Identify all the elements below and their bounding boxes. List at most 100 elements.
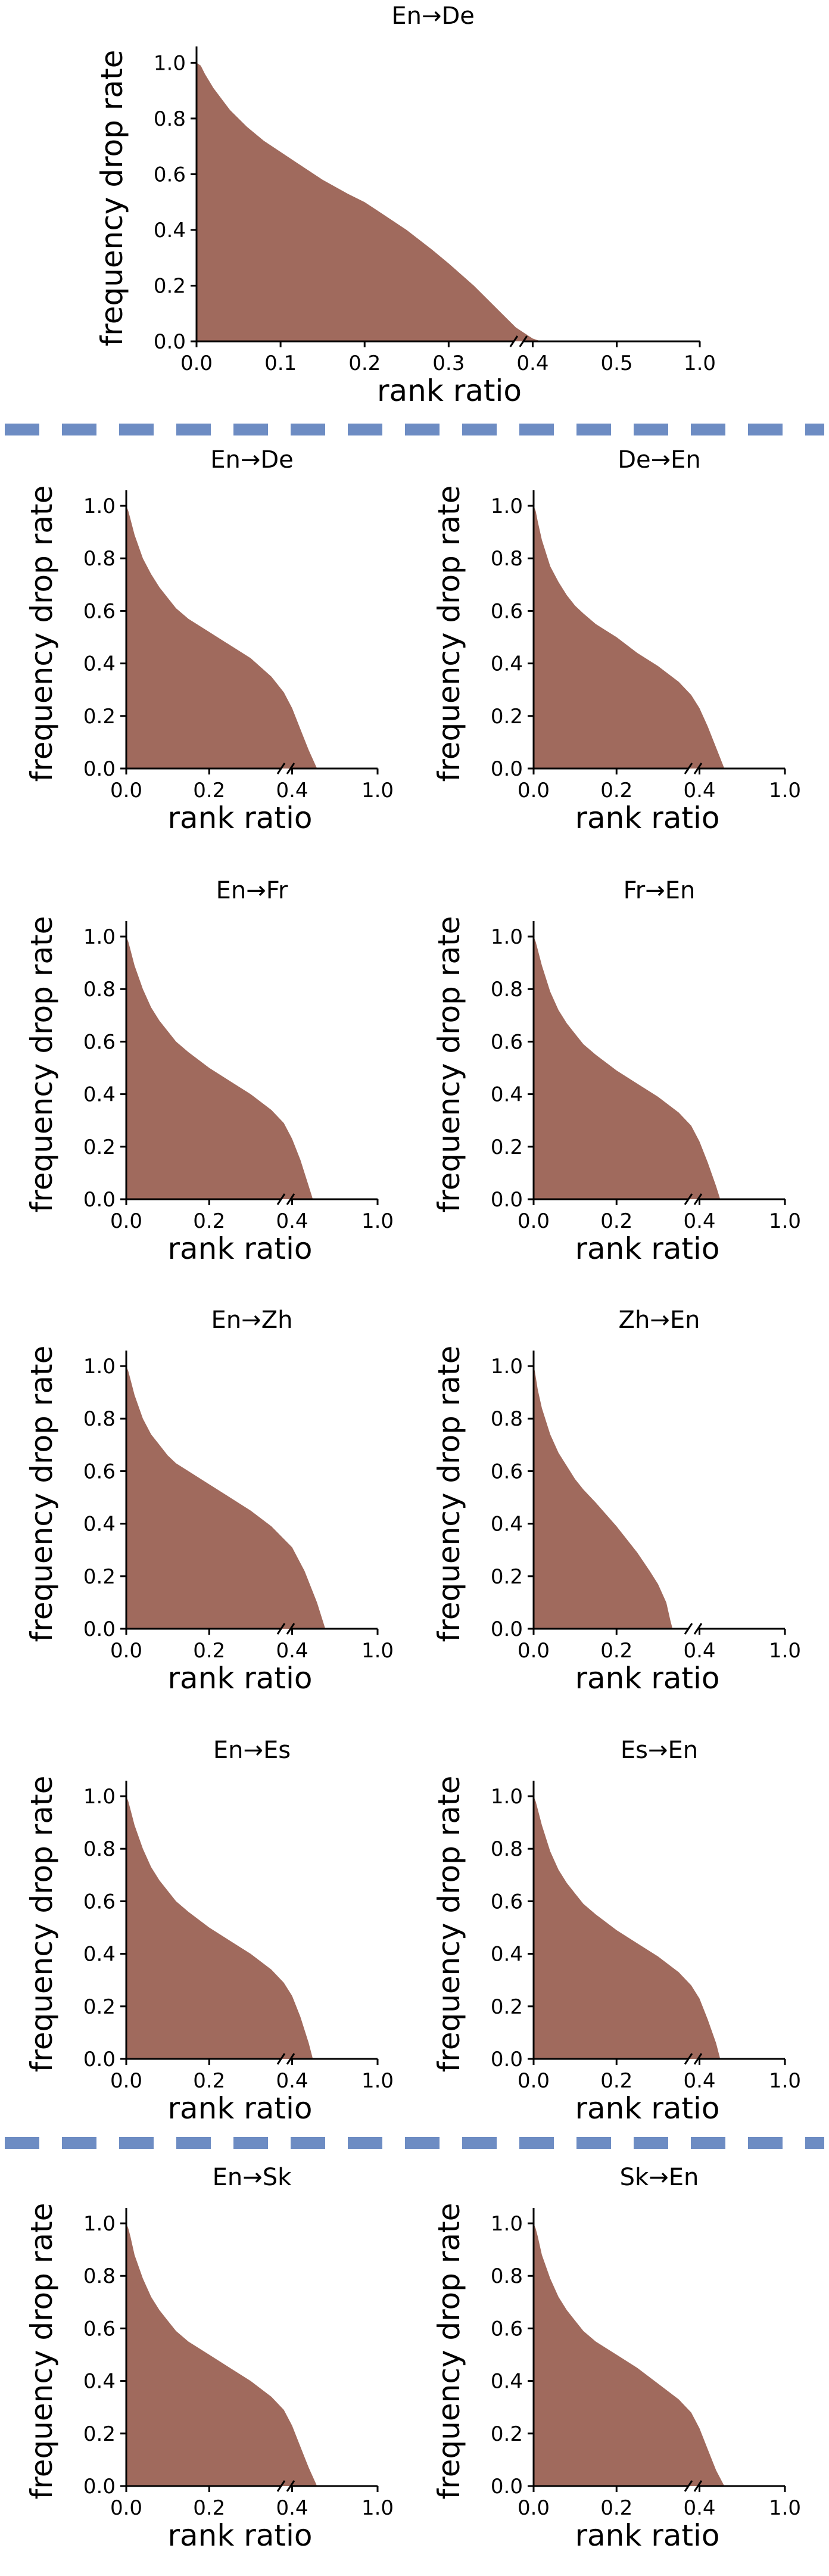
y-tick-label: 0.0 xyxy=(491,757,523,781)
axis-break-mark xyxy=(684,763,693,774)
panel-1: 0.0 0.2 0.4 1.0 0.0 0.2 0.4 0.6 0.8 1.0 En→De rank … xyxy=(24,446,394,835)
panel-7: 0.0 0.2 0.4 1.0 0.0 0.2 0.4 0.6 0.8 1.0 En→Es rank … xyxy=(24,1737,394,2126)
y-tick-label: 0.6 xyxy=(83,2317,116,2341)
area-fill xyxy=(126,506,317,769)
y-tick-label: 0.0 xyxy=(491,1617,523,1641)
y-axis-label: frequency drop rate xyxy=(24,1346,59,1642)
y-tick-label: 0.8 xyxy=(154,107,186,131)
y-axis-label: frequency drop rate xyxy=(432,1346,466,1642)
y-tick-label: 0.2 xyxy=(491,1565,523,1589)
y-tick-label: 0.4 xyxy=(83,1513,116,1536)
x-tick-label: 1.0 xyxy=(769,2069,801,2093)
y-axis-label: frequency drop rate xyxy=(432,1776,466,2073)
x-tick-label: 1.0 xyxy=(361,2496,394,2520)
x-tick-label: 0.4 xyxy=(683,1209,715,1233)
axis-break-mark xyxy=(684,1623,693,1635)
x-axis-label: rank ratio xyxy=(575,2518,719,2553)
y-tick-label: 0.6 xyxy=(491,1890,523,1914)
y-tick-label: 1.0 xyxy=(491,494,523,518)
axis-break-mark xyxy=(693,2053,703,2065)
axis-break-mark xyxy=(684,2053,693,2065)
panel-title: En→De xyxy=(391,2,475,30)
x-tick-label: 0.2 xyxy=(193,1639,225,1663)
axis-break-mark xyxy=(684,1193,693,1205)
area-fill xyxy=(126,937,313,1199)
area-fill xyxy=(126,1796,313,2059)
x-axis-label: rank ratio xyxy=(575,801,719,835)
panel-10: 0.0 0.2 0.4 1.0 0.0 0.2 0.4 0.6 0.8 1.0 Sk→En rank … xyxy=(432,2164,801,2553)
y-tick-label: 1.0 xyxy=(491,2212,523,2236)
x-tick-label: 0.4 xyxy=(276,779,308,802)
y-axis-label: frequency drop rate xyxy=(24,2203,59,2500)
x-axis-label: rank ratio xyxy=(167,2518,312,2553)
x-tick-label: 0.2 xyxy=(348,351,381,375)
area-fill xyxy=(534,937,721,1199)
axis-break-mark xyxy=(519,335,528,347)
x-tick-label: 0.2 xyxy=(600,1639,632,1663)
y-axis-label: frequency drop rate xyxy=(432,916,466,1213)
x-tick-label: 0.2 xyxy=(600,1209,632,1233)
y-tick-label: 0.0 xyxy=(83,1188,116,1212)
y-tick-label: 0.0 xyxy=(83,2048,116,2071)
panel-title: Zh→En xyxy=(619,1306,700,1334)
x-tick-label: 1.0 xyxy=(361,1639,394,1663)
x-tick-label: 0.2 xyxy=(193,2069,225,2093)
area-fill xyxy=(126,1366,326,1629)
y-tick-label: 0.6 xyxy=(83,599,116,623)
y-tick-label: 0.2 xyxy=(83,705,116,729)
panel-3: 0.0 0.2 0.4 1.0 0.0 0.2 0.4 0.6 0.8 1.0 En→Fr rank … xyxy=(24,877,394,1266)
x-tick-label: 1.0 xyxy=(769,2496,801,2520)
x-tick-label: 1.0 xyxy=(769,1209,801,1233)
y-tick-label: 1.0 xyxy=(83,1355,116,1379)
panel-title: Sk→En xyxy=(620,2164,699,2191)
axis-break-mark xyxy=(693,763,703,774)
y-tick-label: 0.6 xyxy=(491,2317,523,2341)
axis-break-mark xyxy=(276,763,286,774)
x-tick-label: 0.2 xyxy=(600,2069,632,2093)
y-tick-label: 0.0 xyxy=(83,757,116,781)
y-tick-label: 0.6 xyxy=(83,1890,116,1914)
y-tick-label: 0.4 xyxy=(491,1943,523,1967)
axis-break-mark xyxy=(276,2053,286,2065)
x-axis-label: rank ratio xyxy=(167,2091,312,2126)
y-tick-label: 0.4 xyxy=(491,1513,523,1536)
x-tick-label: 0.0 xyxy=(518,2496,550,2520)
y-tick-label: 0.2 xyxy=(491,1995,523,2019)
y-tick-label: 0.8 xyxy=(491,978,523,1001)
axis-break-mark xyxy=(286,2480,295,2492)
panel-title: En→Es xyxy=(213,1737,291,1764)
y-tick-label: 0.4 xyxy=(491,652,523,676)
x-tick-label: 0.4 xyxy=(276,2069,308,2093)
panel-title: Es→En xyxy=(621,1737,698,1764)
y-tick-label: 0.2 xyxy=(154,274,186,298)
panel-6: 0.0 0.2 0.4 1.0 0.0 0.2 0.4 0.6 0.8 1.0 Zh→En rank … xyxy=(432,1306,801,1695)
x-tick-label: 0.0 xyxy=(110,2496,142,2520)
y-tick-label: 0.6 xyxy=(83,1030,116,1054)
y-tick-label: 0.2 xyxy=(83,1995,116,2019)
x-axis-label: rank ratio xyxy=(167,801,312,835)
x-tick-label: 0.5 xyxy=(601,351,633,375)
area-fill xyxy=(126,2223,317,2486)
y-tick-label: 0.8 xyxy=(491,1837,523,1861)
y-tick-label: 1.0 xyxy=(491,1785,523,1809)
y-axis-label: frequency drop rate xyxy=(24,1776,59,2073)
x-tick-label: 0.4 xyxy=(683,1639,715,1663)
x-tick-label: 0.2 xyxy=(193,1209,225,1233)
y-tick-label: 1.0 xyxy=(83,494,116,518)
y-tick-label: 1.0 xyxy=(83,1785,116,1809)
axis-break-mark xyxy=(286,2053,295,2065)
y-tick-label: 0.8 xyxy=(83,1407,116,1431)
y-axis-label: frequency drop rate xyxy=(24,486,59,782)
y-tick-label: 0.4 xyxy=(491,1083,523,1107)
axis-break-mark xyxy=(276,2480,286,2492)
y-axis-label: frequency drop rate xyxy=(432,2203,466,2500)
y-tick-label: 0.6 xyxy=(83,1460,116,1483)
panel-8: 0.0 0.2 0.4 1.0 0.0 0.2 0.4 0.6 0.8 1.0 Es→En rank … xyxy=(432,1737,801,2126)
panel-0: 0.0 0.1 0.2 0.3 0.4 0.5 1.0 0.0 0.2 0.4 0.6 0.8 1.0 E… xyxy=(95,2,716,408)
y-axis-label: frequency drop rate xyxy=(24,916,59,1213)
axis-break-mark xyxy=(276,1193,286,1205)
y-tick-label: 1.0 xyxy=(83,925,116,949)
x-tick-label: 0.4 xyxy=(683,779,715,802)
axis-break-mark xyxy=(693,1193,703,1205)
